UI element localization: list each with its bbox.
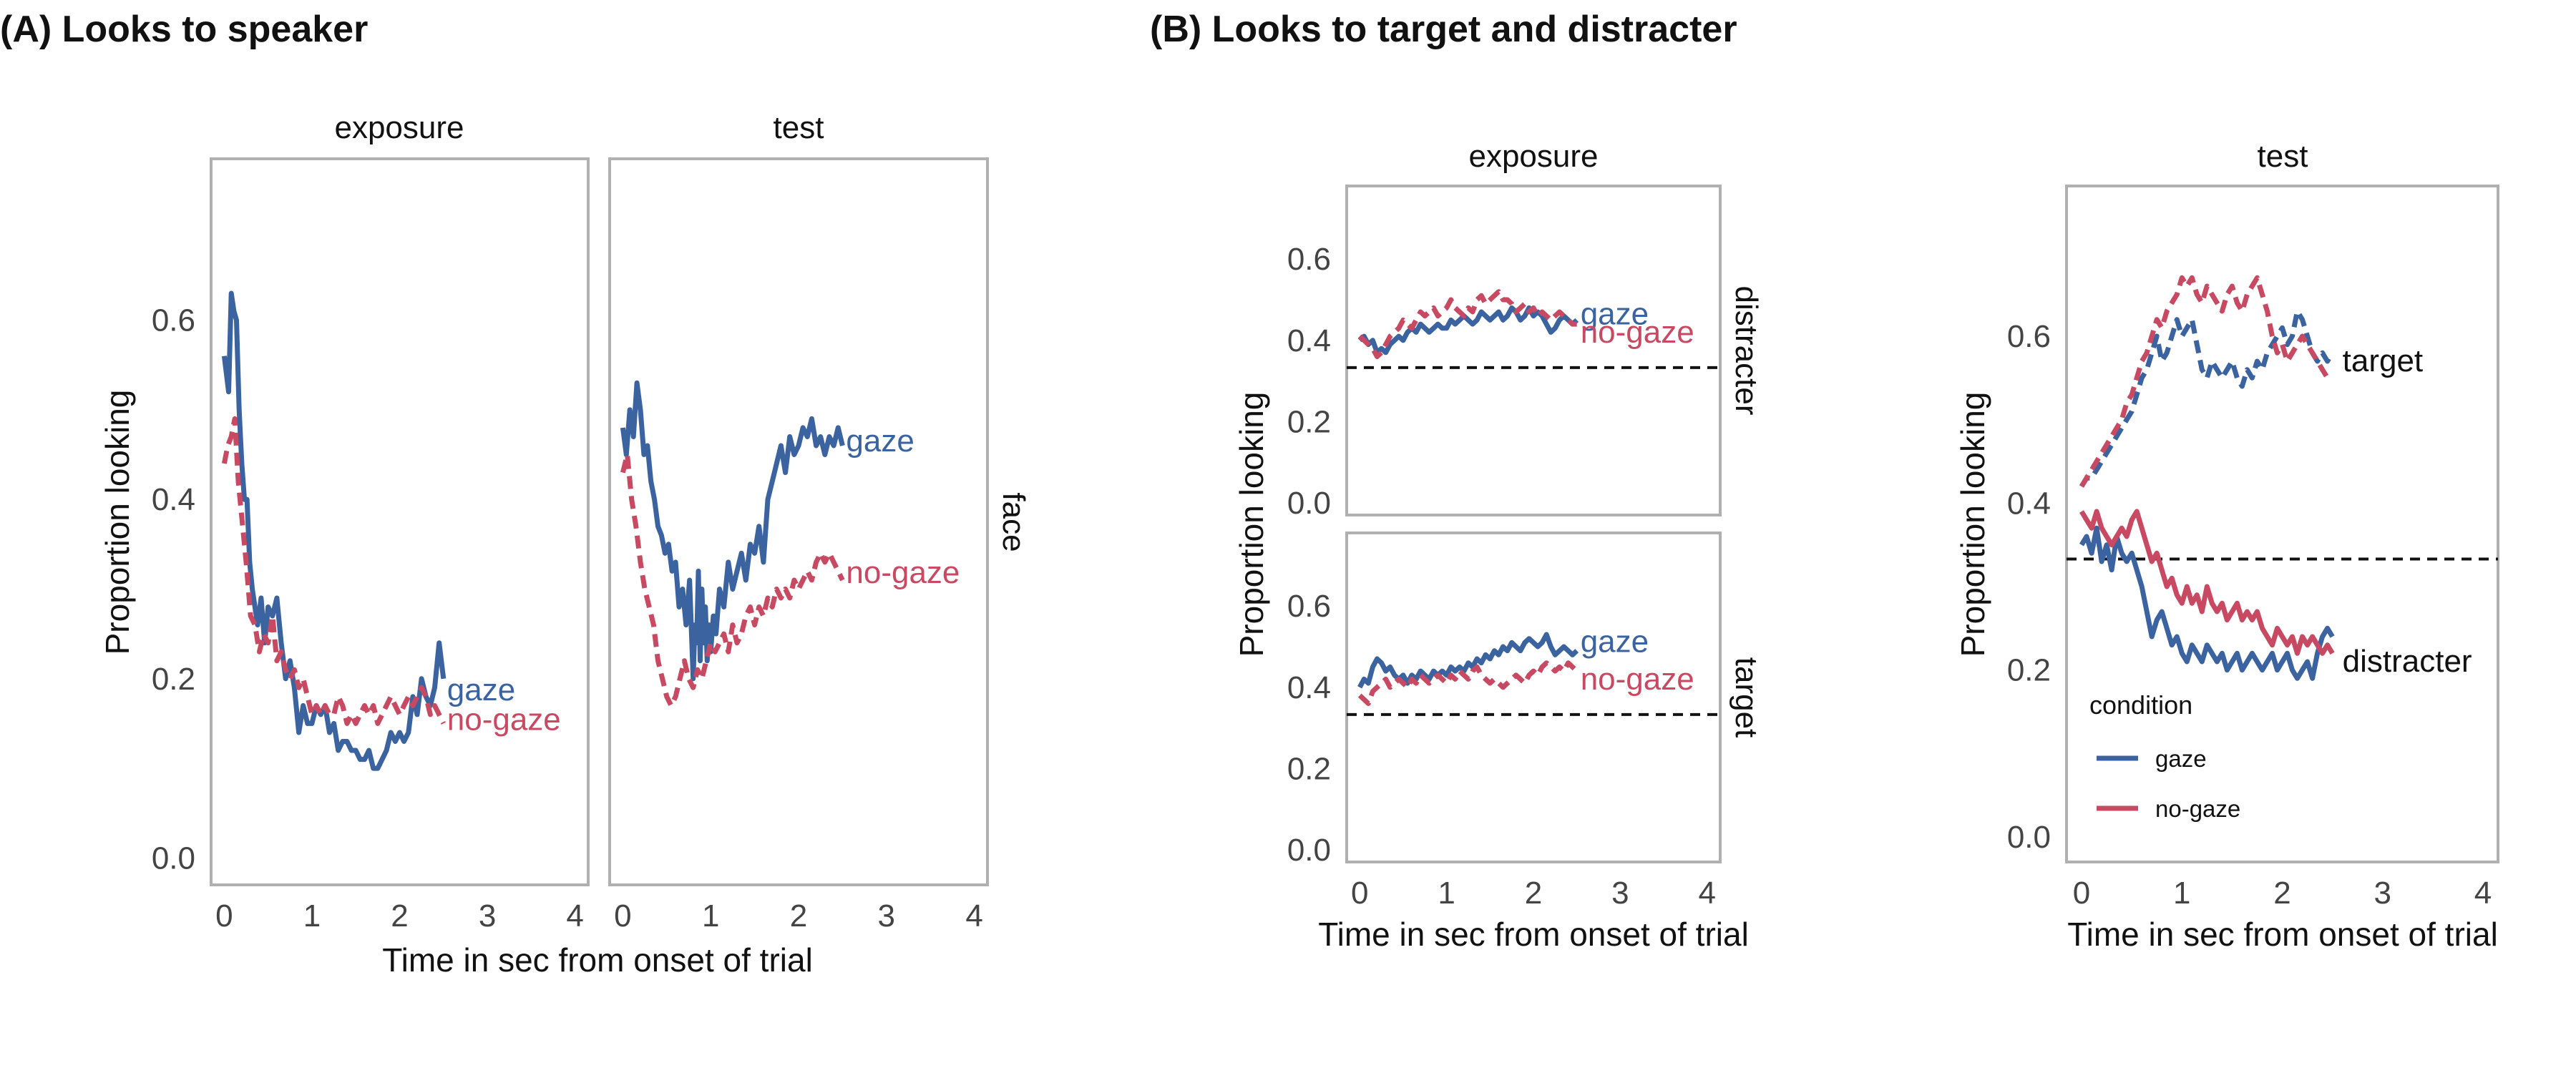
strip-label-b-exposure: exposure — [1468, 139, 1598, 174]
legend-title: condition — [2089, 690, 2192, 720]
y-tick-label: 0.6 — [1287, 242, 1331, 277]
y-tick-label: 0.6 — [152, 303, 195, 338]
y-axis-label-b-test: Proportion looking — [1954, 392, 1991, 657]
x-tick-label: 2 — [391, 898, 408, 934]
y-tick-label: 0.2 — [152, 662, 195, 697]
x-axis-label-a: Time in sec from onset of trial — [382, 941, 813, 979]
legend-label-gaze: gaze — [2155, 745, 2207, 772]
y-tick-label: 0.2 — [2007, 653, 2051, 688]
x-tick-label: 3 — [479, 898, 496, 934]
y-tick-label: 0.2 — [1287, 404, 1331, 439]
x-tick-label: 1 — [2173, 876, 2190, 911]
series-line-distracter-gaze — [2079, 525, 2335, 681]
x-tick-label: 2 — [790, 898, 807, 934]
y-tick-label: 0.4 — [1287, 323, 1331, 358]
x-tick-label: 2 — [1525, 876, 1542, 911]
series-label-no-gaze: no-gaze — [846, 555, 960, 590]
panel-b-test-column: test target distracter — [2065, 139, 2499, 863]
row-strip-face: face — [996, 492, 1031, 552]
y-ticks-b-exposure: 0.0 0.2 0.4 0.6 0.0 0.2 0.4 0.6 — [1287, 242, 1331, 868]
row-strip-distracter: distracter — [1729, 286, 1764, 416]
x-tick-label: 4 — [566, 898, 583, 934]
series-line-gaze — [1357, 632, 1579, 689]
y-axis-label-a: Proportion looking — [99, 390, 136, 655]
y-ticks-a: 0.0 0.2 0.4 0.6 — [152, 303, 195, 876]
y-tick-label: 0.0 — [1287, 486, 1331, 521]
series-line-no-gaze — [1357, 660, 1579, 706]
aoi-label-distracter: distracter — [2343, 644, 2472, 679]
panel-b-title: (B) Looks to target and distracter — [1150, 9, 1737, 50]
x-ticks-b-exposure: 0 1 2 3 4 — [1351, 876, 1716, 911]
y-ticks-b-test: 0.0 0.2 0.4 0.6 — [2007, 319, 2051, 855]
series-line-gaze — [221, 290, 447, 771]
y-tick-label: 0.4 — [2007, 486, 2051, 521]
x-tick-label: 4 — [965, 898, 982, 934]
x-tick-label: 3 — [1611, 876, 1629, 911]
series-label-gaze: gaze — [1581, 296, 1649, 331]
x-tick-label: 4 — [2474, 876, 2492, 911]
x-tick-label: 2 — [2273, 876, 2290, 911]
x-tick-label: 0 — [1351, 876, 1368, 911]
series-label-gaze: gaze — [846, 423, 914, 459]
x-tick-label: 1 — [702, 898, 719, 934]
y-tick-label: 0.6 — [1287, 589, 1331, 624]
series-label-no-gaze: no-gaze — [1581, 662, 1694, 697]
y-axis-label-b-exposure: Proportion looking — [1233, 392, 1270, 657]
panel-a-facet-test: test gaze no-gaze — [608, 110, 989, 886]
y-tick-label: 0.0 — [2007, 820, 2051, 855]
y-tick-label: 0.4 — [1287, 670, 1331, 705]
x-tick-label: 4 — [1699, 876, 1716, 911]
strip-label-b-test: test — [2258, 139, 2308, 174]
series-line-no-gaze — [620, 452, 845, 708]
strip-label-a-exposure: exposure — [334, 110, 464, 145]
x-tick-label: 0 — [215, 898, 233, 934]
x-ticks-b-test: 0 1 2 3 4 — [2073, 876, 2492, 911]
strip-label-a-test: test — [774, 110, 824, 145]
series-label-gaze: gaze — [447, 672, 515, 707]
series-label-no-gaze: no-gaze — [1581, 315, 1694, 350]
series-line-target-no-gaze — [2079, 275, 2333, 488]
y-tick-label: 0.4 — [152, 482, 195, 517]
plot-area-b-test: target distracter — [2067, 275, 2498, 681]
plot-frame-b-distracter — [1345, 185, 1722, 516]
x-tick-label: 3 — [878, 898, 895, 934]
x-tick-label: 1 — [1438, 876, 1455, 911]
panel-a-title: (A) Looks to speaker — [0, 9, 368, 50]
series-line-no-gaze — [1357, 289, 1577, 359]
x-tick-label: 0 — [2073, 876, 2090, 911]
series-label-no-gaze: no-gaze — [447, 702, 561, 737]
plot-frame-a-test — [608, 157, 989, 886]
x-axis-label-b-test: Time in sec from onset of trial — [2067, 916, 2498, 953]
series-line-no-gaze — [221, 416, 446, 726]
y-tick-label: 0.6 — [2007, 319, 2051, 354]
legend-label-no-gaze: no-gaze — [2155, 795, 2240, 822]
series-label-gaze: gaze — [1581, 624, 1649, 660]
y-tick-label: 0.2 — [1287, 751, 1331, 786]
x-tick-label: 0 — [614, 898, 631, 934]
row-strip-target: target — [1729, 657, 1764, 738]
x-tick-label: 3 — [2373, 876, 2391, 911]
legend: condition gaze no-gaze — [2089, 690, 2240, 822]
series-line-target-gaze — [2079, 308, 2335, 488]
series-line-distracter-no-gaze — [2079, 509, 2335, 656]
y-tick-label: 0.0 — [152, 841, 195, 876]
plot-area-a-test: gaze no-gaze — [620, 380, 960, 708]
x-axis-label-b-exposure: Time in sec from onset of trial — [1318, 916, 1749, 953]
y-tick-label: 0.0 — [1287, 833, 1331, 868]
aoi-label-target: target — [2343, 343, 2424, 378]
series-line-gaze — [620, 380, 845, 682]
plot-frame-a-exposure — [210, 157, 590, 886]
plot-frame-b-test — [2065, 185, 2499, 863]
plot-frame-b-target — [1345, 531, 1722, 863]
x-tick-label: 1 — [303, 898, 321, 934]
